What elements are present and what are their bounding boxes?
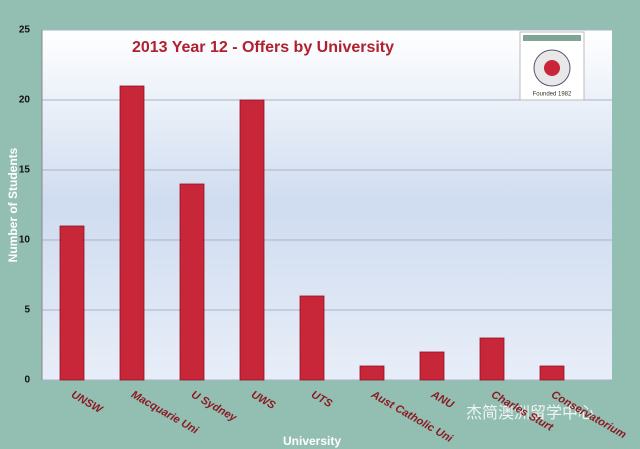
- bar: [419, 351, 445, 381]
- bar: [239, 99, 265, 381]
- y-tick-label: 15: [19, 165, 31, 176]
- x-axis-label: University: [283, 434, 341, 448]
- bar: [479, 337, 505, 381]
- logo-caption: Founded 1982: [533, 92, 572, 98]
- logo: Founded 1982: [519, 31, 585, 101]
- y-tick-label: 25: [19, 25, 31, 36]
- logo-emblem: [544, 60, 560, 76]
- y-tick-label: 0: [24, 375, 30, 386]
- bar: [119, 85, 145, 381]
- bar: [539, 365, 565, 381]
- y-tick-label: 5: [24, 305, 30, 316]
- bar: [179, 183, 205, 381]
- y-tick-label: 20: [19, 95, 31, 106]
- watermark: 杰简澳洲留学中心: [466, 404, 594, 422]
- bar: [299, 295, 325, 381]
- y-tick-label: 10: [19, 235, 31, 246]
- bar: [59, 225, 85, 381]
- bar: [359, 365, 385, 381]
- logo-banner: [523, 35, 581, 41]
- chart-title: 2013 Year 12 - Offers by University: [132, 39, 394, 56]
- y-axis-label: Number of Students: [6, 147, 20, 262]
